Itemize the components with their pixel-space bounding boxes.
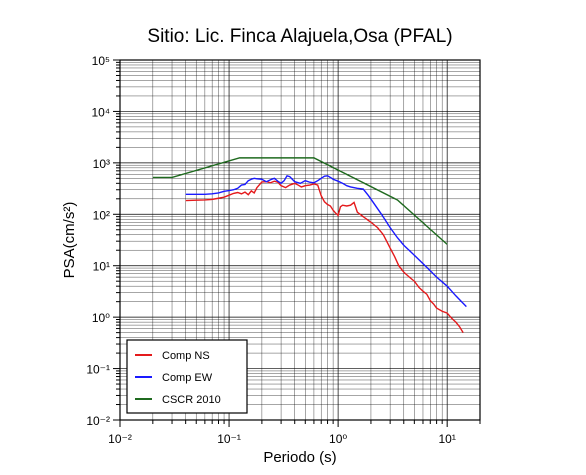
legend-label: Comp NS (162, 350, 210, 362)
series-line-comp-ew (185, 174, 467, 308)
legend-label: CSCR 2010 (162, 394, 221, 406)
axis-ticks: 10⁻² 10⁻¹ 10⁰ 10¹ 10⁻² 10⁻¹ 10⁰ 10¹ 10² 10³ 10⁴ 10⁵ (86, 54, 481, 446)
y-tick-label: 10⁴ (91, 105, 110, 119)
plot-frame (119, 59, 481, 421)
x-tick-label: 10⁻² (108, 432, 132, 446)
y-tick-label: 10⁻¹ (86, 363, 110, 377)
x-tick-label: 10⁻¹ (217, 432, 241, 446)
series-line-comp-ns (185, 180, 464, 333)
y-tick-label: 10⁵ (92, 54, 110, 68)
legend-label: Comp EW (162, 372, 213, 384)
y-tick-label: 10¹ (93, 260, 110, 274)
series-lines (152, 157, 467, 333)
y-tick-label: 10⁰ (92, 311, 110, 325)
series-line-cscr-2010 (152, 157, 448, 245)
y-tick-label: 10³ (93, 157, 110, 171)
y-tick-label: 10² (93, 208, 110, 222)
chart-title: Sitio: Lic. Finca Alajuela,Osa (PFAL) (147, 26, 452, 47)
grid-lines (119, 59, 481, 421)
legend: Comp NS Comp EW CSCR 2010 (126, 339, 248, 414)
x-tick-label: 10⁰ (329, 432, 347, 446)
x-tick-label: 10¹ (438, 432, 455, 446)
x-axis-label: Periodo (s) (263, 449, 336, 466)
y-tick-label: 10⁻² (86, 414, 110, 428)
y-axis-label: PSA(cm/s²) (61, 202, 78, 279)
